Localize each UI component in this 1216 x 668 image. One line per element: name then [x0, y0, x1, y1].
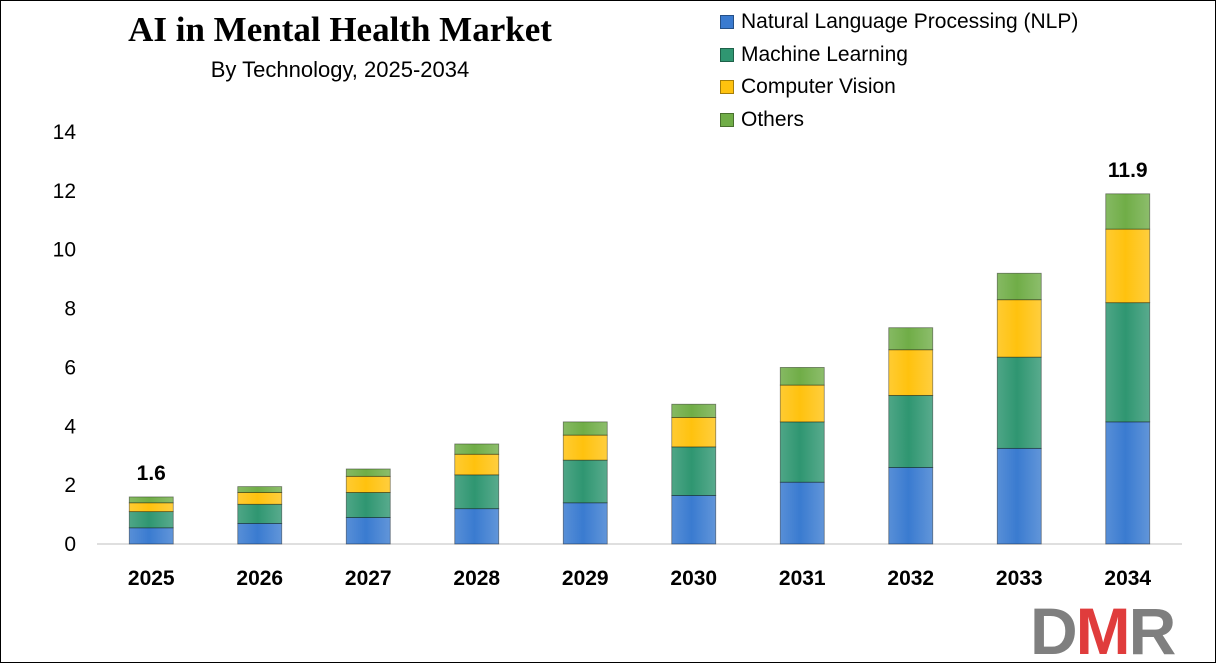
- bar-segment: [128, 496, 174, 504]
- bar-segment: [779, 367, 825, 386]
- bar-segment: [996, 447, 1042, 545]
- x-tick-label: 2033: [996, 567, 1043, 590]
- x-tick-label: 2028: [453, 567, 500, 590]
- bar-segment: [671, 446, 717, 496]
- bar-segment: [454, 443, 500, 455]
- y-tick-label: 10: [53, 239, 76, 262]
- legend-item: Natural Language Processing (NLP): [720, 6, 1078, 39]
- bar-segment: [345, 475, 391, 493]
- legend-label: Natural Language Processing (NLP): [741, 10, 1079, 34]
- data-label: 1.6: [137, 462, 166, 485]
- bar-segment: [1105, 193, 1151, 230]
- x-tick-label: 2030: [670, 567, 717, 590]
- bar-segment: [888, 327, 934, 351]
- x-tick-label: 2031: [779, 567, 826, 590]
- bar-segment: [562, 459, 608, 504]
- bar-segment: [345, 492, 391, 518]
- bar-segment: [671, 403, 717, 418]
- legend-swatch: [720, 112, 734, 127]
- data-label: 11.9: [1108, 159, 1148, 182]
- x-tick-label: 2034: [1104, 567, 1151, 590]
- legend-label: Machine Learning: [741, 42, 908, 66]
- legend-swatch: [720, 80, 734, 95]
- bar-segment: [562, 434, 608, 461]
- chart-title: AI in Mental Health Market: [128, 10, 552, 49]
- bar-segment: [779, 384, 825, 423]
- bar-segment: [237, 523, 283, 545]
- bar-segment: [671, 417, 717, 448]
- bar-segment: [562, 421, 608, 436]
- chart-subtitle: By Technology, 2025-2034: [210, 57, 470, 82]
- bar-segment: [237, 492, 283, 505]
- legend-swatch: [720, 47, 734, 62]
- bar-segment: [1105, 302, 1151, 423]
- bar-segment: [128, 502, 174, 513]
- y-tick-label: 8: [64, 298, 76, 321]
- bar-segment: [996, 356, 1042, 449]
- logo-letter-r: R: [1128, 594, 1177, 668]
- bar-segment: [888, 349, 934, 396]
- bar-segment: [345, 517, 391, 545]
- logo-letter-d: D: [1030, 594, 1078, 668]
- legend-item: Machine Learning: [720, 39, 1078, 72]
- x-tick-label: 2029: [562, 567, 609, 590]
- bar-segment: [128, 511, 174, 529]
- legend-item: Computer Vision: [720, 71, 1078, 104]
- logo-letter-m: M: [1075, 594, 1131, 668]
- bar-segment: [562, 502, 608, 545]
- x-tick-label: 2027: [345, 567, 392, 590]
- y-tick-label: 0: [64, 533, 76, 556]
- bar-segment: [237, 503, 283, 524]
- legend: Natural Language Processing (NLP) Machine…: [720, 6, 1078, 136]
- bar-segment: [996, 272, 1042, 301]
- bar-segment: [454, 508, 500, 545]
- bar-segment: [888, 394, 934, 468]
- bar-segment: [779, 481, 825, 545]
- legend-label: Computer Vision: [741, 75, 896, 99]
- y-tick-label: 4: [64, 415, 76, 438]
- x-tick-label: 2026: [236, 567, 283, 590]
- bar-segment: [345, 468, 391, 477]
- y-tick-label: 6: [64, 356, 76, 379]
- bar-segment: [996, 299, 1042, 358]
- y-tick-label: 12: [53, 180, 76, 203]
- bar-segment: [1105, 421, 1151, 545]
- legend-swatch: [720, 15, 734, 30]
- dmr-logo: DMR: [1030, 598, 1176, 664]
- bar-segment: [454, 453, 500, 476]
- y-tick-label: 2: [64, 474, 76, 497]
- bar-segment: [888, 467, 934, 545]
- y-tick-label: 14: [53, 121, 77, 144]
- bar-segment: [237, 486, 283, 493]
- bar-segment: [128, 527, 174, 545]
- legend-label: Others: [741, 107, 805, 131]
- bar-segment: [454, 474, 500, 510]
- bar-segment: [779, 421, 825, 483]
- x-tick-label: 2032: [887, 567, 934, 590]
- bar-segment: [671, 495, 717, 545]
- bar-segment: [1105, 228, 1151, 304]
- legend-item: Others: [720, 104, 1078, 137]
- x-tick-label: 2025: [128, 567, 175, 590]
